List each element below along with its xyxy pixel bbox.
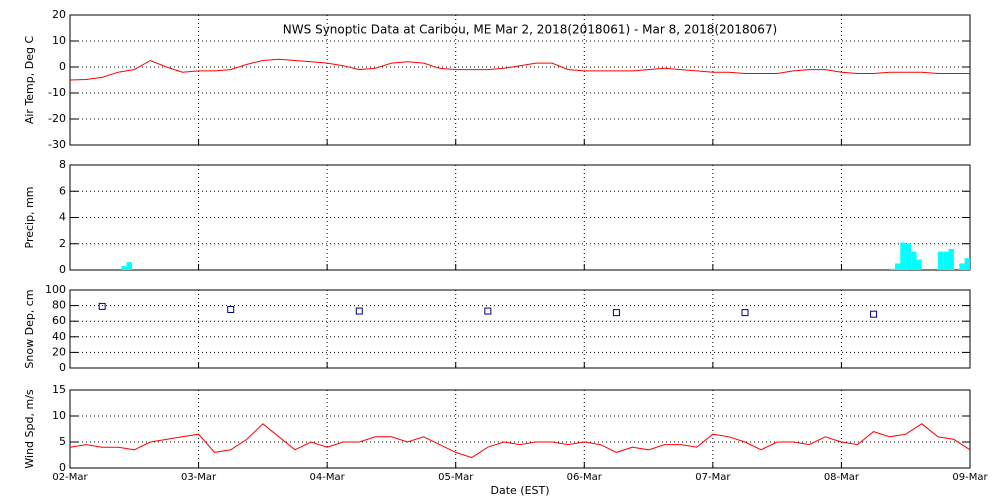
point [227,306,235,313]
bar [895,263,901,270]
y-tick-label: 0 [59,361,66,374]
bar [959,263,965,270]
bar [126,262,132,270]
bar [964,258,970,270]
y-axis-label: Air Temp, Deg C [23,36,36,125]
y-axis-label: Snow Dep, cm [23,289,36,368]
point [612,309,620,317]
x-tick-label: 03-Mar [181,472,217,483]
y-tick-label: 15 [52,383,66,396]
point [355,307,363,315]
data-line [69,423,971,459]
plot-frame [69,289,971,369]
point [870,310,878,318]
bar [900,242,906,270]
y-tick-label: 20 [52,345,66,358]
point [98,302,106,310]
x-tick-label: 07-Mar [695,472,731,483]
y-tick-label: 80 [52,299,66,312]
point [484,307,492,315]
plot-frame [69,389,971,469]
point [741,309,749,317]
x-axis-label: Date (EST) [490,484,549,497]
y-tick-label: 10 [52,409,66,422]
y-tick-label: 8 [59,158,66,171]
bar [121,266,127,270]
y-axis-label: Precip, mm [23,187,36,249]
bar [911,251,917,270]
x-tick-label: 05-Mar [438,472,474,483]
x-tick-label: 02-Mar [52,472,88,483]
bar [943,251,949,270]
y-tick-label: -20 [48,112,66,125]
bar [889,268,896,270]
bar [937,251,944,270]
bar [905,243,912,270]
x-tick-label: 08-Mar [824,472,860,483]
y-tick-label: 60 [52,314,66,327]
y-tick-label: 2 [59,237,66,250]
y-tick-label: 100 [45,283,66,296]
y-tick-label: -10 [48,86,66,99]
y-axis-label: Wind Spd, m/s [23,389,36,469]
y-tick-label: 4 [59,211,66,224]
y-tick-label: 40 [52,330,66,343]
y-tick-label: 0 [59,461,66,474]
data-line [69,58,970,81]
x-tick-label: 09-Mar [952,472,988,483]
y-tick-label: 10 [52,34,66,47]
x-tick-label: 04-Mar [310,472,346,483]
bar [948,249,954,270]
x-tick-label: 06-Mar [567,472,603,483]
y-tick-label: 6 [59,184,66,197]
chart-title: NWS Synoptic Data at Caribou, ME Mar 2, … [283,23,777,37]
y-tick-label: -30 [48,138,66,151]
y-tick-label: 5 [59,435,66,448]
y-tick-label: 0 [59,263,66,276]
y-tick-label: 0 [59,60,66,73]
bar [916,259,922,270]
y-tick-label: 20 [52,8,66,21]
